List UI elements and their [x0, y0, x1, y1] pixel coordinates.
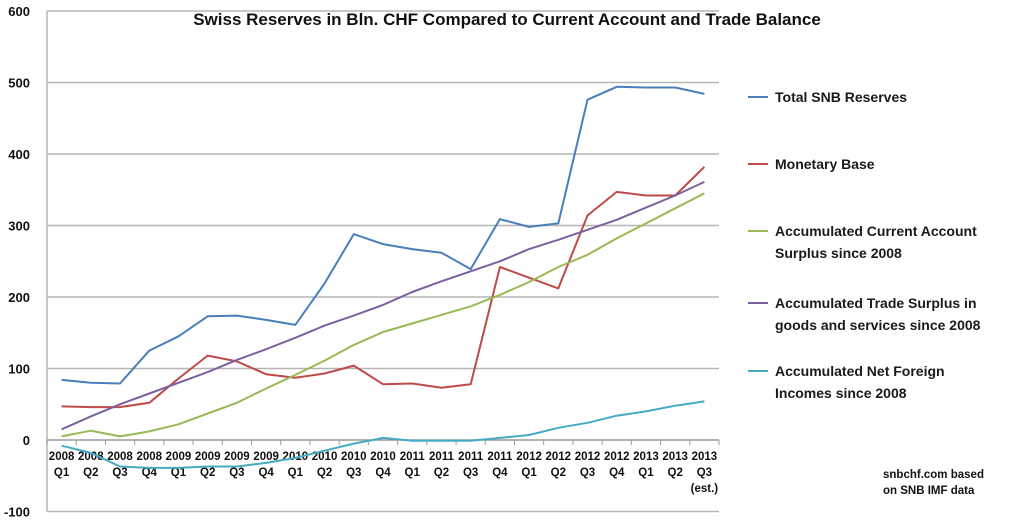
- x-tick-quarter: Q4: [142, 467, 158, 479]
- legend-label: goods and services since 2008: [775, 317, 981, 333]
- x-tick-quarter: Q4: [258, 467, 274, 479]
- x-tick-year: 2011: [400, 451, 426, 463]
- x-tick-year: 2013: [662, 451, 688, 463]
- x-tick-quarter: Q4: [492, 467, 508, 479]
- x-tick-quarter: Q3: [112, 467, 127, 479]
- x-tick-year: 2008: [136, 451, 162, 463]
- x-tick-quarter: Q1: [638, 467, 654, 479]
- x-tick-quarter: Q3: [229, 467, 244, 479]
- x-tick-quarter: Q2: [434, 467, 449, 479]
- y-tick-label: 600: [8, 4, 30, 19]
- x-tick-quarter: Q1: [171, 467, 187, 479]
- series-line-3: [61, 180, 705, 431]
- x-tick-year: 2008: [107, 451, 133, 463]
- x-tick-year: 2013: [633, 451, 659, 463]
- x-tick-year: 2011: [458, 451, 484, 463]
- x-tick-quarter: Q1: [405, 467, 421, 479]
- series-line-2: [61, 192, 705, 438]
- x-tick-year: 2012: [604, 451, 630, 463]
- legend-label: Surplus since 2008: [775, 245, 902, 261]
- y-axis-ticks: -100 0 100 200 300 400 500 600: [4, 4, 30, 520]
- y-tick-label: 300: [8, 219, 30, 234]
- x-tick-quarter: Q4: [375, 467, 391, 479]
- y-tick-label: 100: [8, 362, 30, 377]
- x-tick-quarter: Q4: [609, 467, 625, 479]
- y-tick-label: 0: [23, 433, 30, 448]
- x-tick-quarter: Q2: [200, 467, 215, 479]
- x-tick-year: 2009: [166, 451, 192, 463]
- x-tick-quarter: Q3: [697, 467, 712, 479]
- gridlines: [46, 10, 719, 513]
- x-tick-quarter: Q2: [551, 467, 566, 479]
- x-tick-quarter: Q1: [54, 467, 70, 479]
- x-tick-quarter: Q2: [83, 467, 98, 479]
- legend-label: Incomes since 2008: [775, 385, 907, 401]
- source-note-line2: on SNB IMF data: [883, 485, 975, 497]
- x-tick-year: 2011: [429, 451, 455, 463]
- x-tick-quarter: Q2: [668, 467, 683, 479]
- x-axis: 2008 Q1 2008 Q2 2008 Q3 2008 Q4 2009 Q1 2009 Q2 2009…: [46, 439, 720, 495]
- series-lines: [61, 85, 706, 469]
- x-tick-year: 2010: [370, 451, 396, 463]
- x-tick-year: 2012: [546, 451, 572, 463]
- x-tick-year: 2009: [195, 451, 221, 463]
- legend-label: Accumulated Current Account: [775, 223, 977, 239]
- x-tick-quarter: Q3: [463, 467, 478, 479]
- x-tick-note: (est.): [691, 483, 719, 495]
- x-tick-year: 2012: [516, 451, 542, 463]
- x-tick-year: 2012: [575, 451, 601, 463]
- x-tick-year: 2008: [49, 451, 75, 463]
- x-tick-year: 2009: [253, 451, 279, 463]
- legend-label: Total SNB Reserves: [775, 89, 907, 105]
- x-tick-year: 2008: [78, 451, 104, 463]
- y-tick-label: 200: [8, 290, 30, 305]
- chart-title: Swiss Reserves in Bln. CHF Compared to C…: [193, 10, 821, 29]
- source-note-line1: snbchf.com based: [883, 469, 984, 481]
- y-tick-label: 500: [8, 76, 30, 91]
- x-tick-quarter: Q3: [346, 467, 361, 479]
- x-tick-quarter: Q1: [521, 467, 537, 479]
- legend: Total SNB Reserves Monetary Base Accumulat…: [748, 89, 981, 401]
- legend-label: Monetary Base: [775, 156, 875, 172]
- legend-label: Accumulated Trade Surplus in: [775, 295, 977, 311]
- series-line-0: [61, 85, 705, 385]
- legend-label: Accumulated Net Foreign: [775, 363, 945, 379]
- x-tick-quarter: Q3: [580, 467, 595, 479]
- x-tick-year: 2010: [312, 451, 338, 463]
- y-tick-label: -100: [4, 505, 30, 520]
- y-tick-label: 400: [8, 147, 30, 162]
- x-tick-year: 2009: [224, 451, 250, 463]
- x-tick-year: 2013: [692, 451, 718, 463]
- x-tick-year: 2011: [487, 451, 513, 463]
- x-tick-year: 2010: [341, 451, 367, 463]
- x-tick-quarter: Q1: [288, 467, 304, 479]
- series-line-1: [61, 166, 706, 409]
- x-tick-quarter: Q2: [317, 467, 332, 479]
